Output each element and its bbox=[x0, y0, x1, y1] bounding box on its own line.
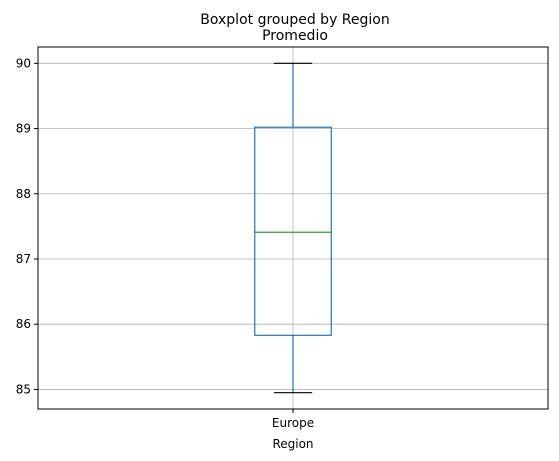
y-tick-label: 90 bbox=[16, 56, 31, 70]
y-tick-label: 88 bbox=[16, 187, 31, 201]
y-tick-label: 86 bbox=[16, 317, 31, 331]
chart-title: Promedio bbox=[262, 28, 328, 44]
plot-area-frame bbox=[37, 46, 549, 410]
tick-layer: 85 86 87 88 89 90 Europe bbox=[16, 56, 314, 430]
box-layer bbox=[254, 62, 332, 394]
box-iqr bbox=[254, 126, 332, 336]
x-tick-label: Europe bbox=[272, 416, 314, 430]
chart-suptitle: Boxplot grouped by Region bbox=[200, 12, 389, 28]
x-axis-label: Region bbox=[272, 437, 313, 451]
y-tick-label: 85 bbox=[16, 382, 31, 396]
y-tick-label: 87 bbox=[16, 252, 31, 266]
y-tick-label: 89 bbox=[16, 122, 31, 136]
